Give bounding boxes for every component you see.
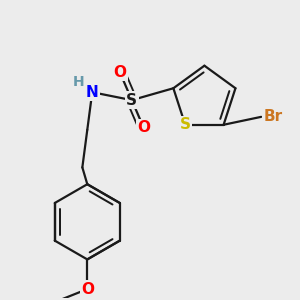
Text: S: S xyxy=(180,117,191,132)
Text: Br: Br xyxy=(263,109,283,124)
Text: O: O xyxy=(81,282,94,297)
Text: H: H xyxy=(73,75,84,89)
Text: O: O xyxy=(137,120,150,135)
Text: S: S xyxy=(126,93,137,108)
Text: O: O xyxy=(113,65,126,80)
Text: N: N xyxy=(86,85,99,100)
